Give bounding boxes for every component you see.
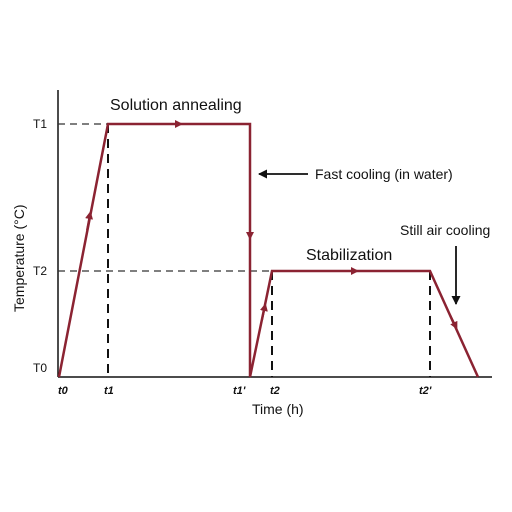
y-tick-t2: T2: [33, 264, 47, 278]
x-tick-t0: t0: [58, 385, 69, 397]
x-tick-t1: t1: [104, 385, 114, 397]
y-axis-label: Temperature (°C): [11, 204, 27, 312]
y-tick-t1: T1: [33, 117, 47, 131]
y-tick-t0: T0: [33, 361, 47, 375]
x-tick-t1-prime: t1': [233, 385, 246, 397]
reheat-direction-arrow: [260, 303, 268, 321]
x-tick-t2-prime: t2': [419, 385, 432, 397]
air-cool-direction-arrow: [449, 314, 458, 330]
solution-annealing-label: Solution annealing: [110, 97, 242, 114]
temperature-profile: [57, 122, 480, 378]
x-axis-label: Time (h): [252, 401, 304, 417]
stabilization-label: Stabilization: [306, 247, 392, 264]
heating-direction-arrow: [85, 211, 94, 231]
fast-cooling-label: Fast cooling (in water): [315, 166, 453, 182]
x-tick-t2: t2: [270, 385, 280, 397]
still-air-cooling-label: Still air cooling: [400, 222, 490, 238]
